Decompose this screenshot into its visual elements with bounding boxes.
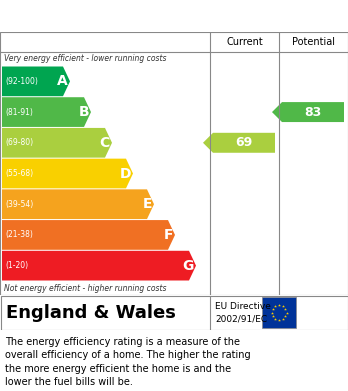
Text: D: D: [119, 167, 131, 181]
Polygon shape: [2, 251, 196, 280]
Text: (55-68): (55-68): [5, 169, 33, 178]
Polygon shape: [2, 128, 112, 158]
Text: (1-20): (1-20): [5, 261, 28, 270]
Text: F: F: [164, 228, 173, 242]
Text: The energy efficiency rating is a measure of the: The energy efficiency rating is a measur…: [5, 337, 240, 346]
Polygon shape: [2, 66, 70, 96]
Text: (69-80): (69-80): [5, 138, 33, 147]
Text: the more energy efficient the home is and the: the more energy efficient the home is an…: [5, 364, 231, 374]
Polygon shape: [272, 102, 344, 122]
Text: G: G: [183, 258, 194, 273]
Text: overall efficiency of a home. The higher the rating: overall efficiency of a home. The higher…: [5, 350, 251, 360]
Text: Potential: Potential: [292, 37, 335, 47]
Bar: [262, 297, 296, 328]
Polygon shape: [2, 159, 133, 188]
Text: England & Wales: England & Wales: [6, 303, 176, 321]
Text: lower the fuel bills will be.: lower the fuel bills will be.: [5, 377, 133, 387]
Text: Very energy efficient - lower running costs: Very energy efficient - lower running co…: [4, 54, 166, 63]
Text: (39-54): (39-54): [5, 200, 33, 209]
Polygon shape: [2, 220, 175, 250]
Text: (81-91): (81-91): [5, 108, 33, 117]
Text: B: B: [78, 105, 89, 119]
Text: Not energy efficient - higher running costs: Not energy efficient - higher running co…: [4, 284, 166, 293]
Text: Current: Current: [226, 37, 263, 47]
Text: 69: 69: [235, 136, 253, 149]
Text: 83: 83: [304, 106, 322, 118]
Polygon shape: [2, 189, 154, 219]
Text: E: E: [142, 197, 152, 211]
Polygon shape: [2, 97, 91, 127]
Text: Energy Efficiency Rating: Energy Efficiency Rating: [8, 9, 218, 23]
Polygon shape: [203, 133, 275, 153]
Text: (92-100): (92-100): [5, 77, 38, 86]
Text: EU Directive: EU Directive: [215, 302, 271, 311]
Text: C: C: [100, 136, 110, 150]
Text: (21-38): (21-38): [5, 230, 33, 239]
Text: 2002/91/EC: 2002/91/EC: [215, 314, 267, 323]
Text: A: A: [57, 74, 68, 88]
